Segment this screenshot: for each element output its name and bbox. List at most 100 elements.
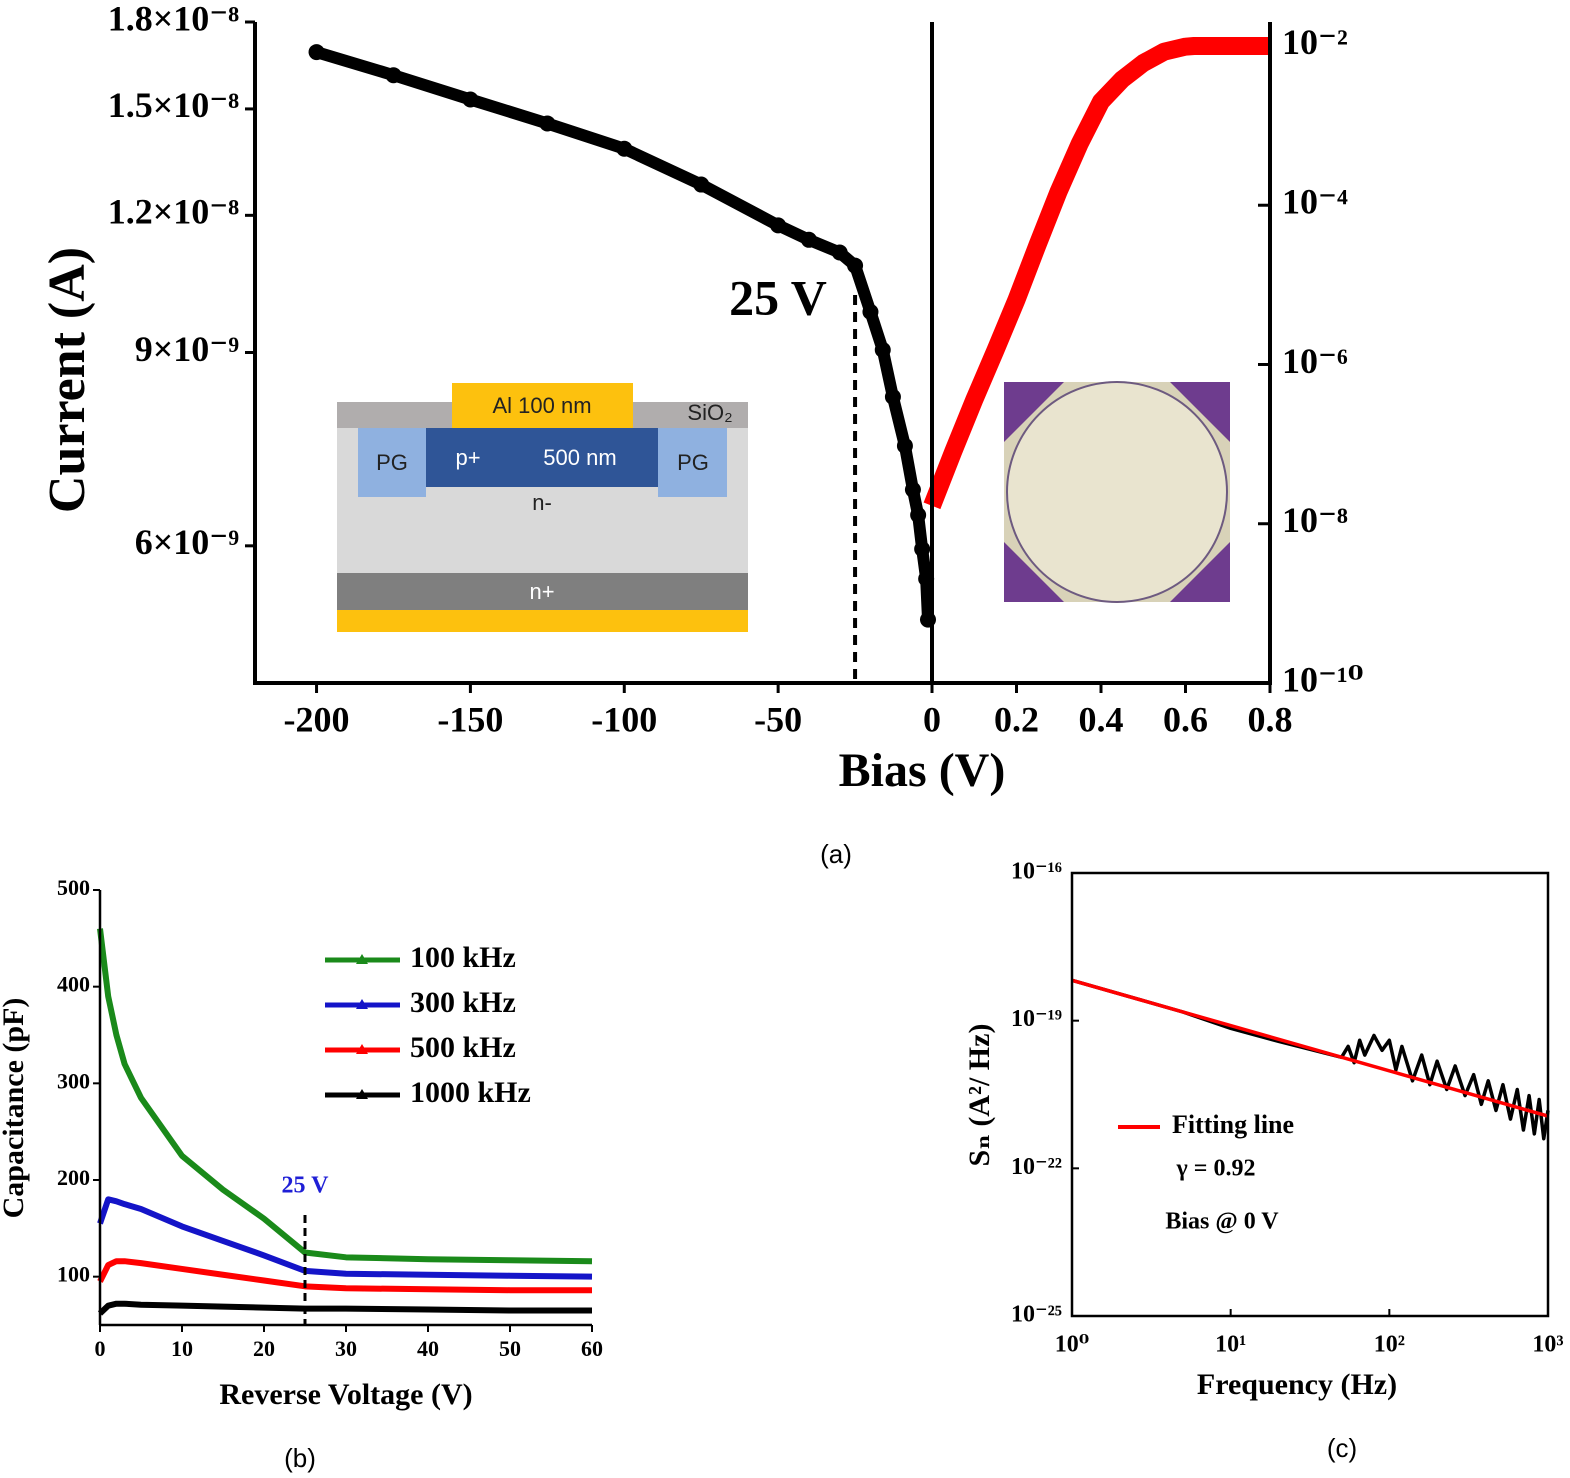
caption: (a) — [820, 839, 852, 869]
y-tick-label: 1.8×10⁻⁸ — [108, 0, 240, 38]
note: γ = 0.92 — [1176, 1156, 1256, 1182]
x-tick-label: 0 — [923, 699, 941, 739]
data-point — [308, 44, 325, 61]
die-corner — [1170, 542, 1230, 602]
y-axis-title: Sₙ (A²/ Hz) — [963, 1024, 996, 1167]
metal-label: Al 100 nm — [492, 393, 591, 418]
x-tick-label: -50 — [754, 699, 802, 739]
legend-marker — [356, 999, 368, 1009]
y-tick-label: 300 — [57, 1068, 90, 1093]
note: Bias @ 0 V — [1165, 1209, 1279, 1235]
plot-frame — [1070, 871, 1550, 1318]
y-tick-label: 500 — [57, 875, 90, 900]
y-tick-label: 9×10⁻⁹ — [135, 329, 240, 369]
x-tick-label: 0.8 — [1248, 699, 1293, 739]
legend-label: Fitting line — [1172, 1110, 1294, 1139]
legend-label: 100 kHz — [410, 941, 516, 974]
x-axis-title: Bias (V) — [839, 744, 1006, 797]
data-point — [693, 176, 710, 193]
data-line — [97, 928, 593, 1265]
metal-layer — [452, 383, 633, 428]
y-tick-label: 10⁻¹⁶ — [1011, 859, 1062, 885]
legend-label: 300 kHz — [410, 986, 516, 1019]
x-tick-label: 10⁰ — [1055, 1332, 1090, 1358]
legend-marker — [356, 954, 368, 964]
x-tick-label: 20 — [253, 1336, 275, 1361]
y-axis-title: Current (A) — [39, 247, 96, 513]
data-point — [910, 507, 927, 524]
annotation: 25 V — [729, 269, 827, 325]
data-point — [800, 231, 817, 248]
x-tick-label: 0.6 — [1163, 699, 1208, 739]
x-tick-label: 10² — [1374, 1332, 1405, 1358]
depth-label: 500 nm — [543, 445, 616, 470]
y-tick-label: 100 — [57, 1262, 90, 1287]
caption: (b) — [284, 1443, 316, 1473]
x-tick-label: 60 — [581, 1336, 603, 1361]
legend-label: 1000 kHz — [410, 1076, 531, 1109]
x-tick-label: 10 — [171, 1336, 193, 1361]
data-line — [97, 1196, 593, 1280]
diode-area — [1006, 381, 1228, 603]
data-point — [462, 91, 479, 108]
data-line — [97, 1300, 592, 1316]
y-tick-label: 10⁻⁶ — [1282, 341, 1348, 381]
y-tick-label: 400 — [57, 972, 90, 997]
data-point — [896, 437, 913, 454]
y-tick-label: 10⁻²⁵ — [1011, 1302, 1062, 1328]
data-point — [770, 217, 787, 234]
x-tick-label: 0 — [95, 1336, 106, 1361]
data-line — [97, 1258, 592, 1294]
data-line — [923, 36, 1270, 510]
caption: (c) — [1327, 1433, 1357, 1463]
data-point — [904, 481, 921, 498]
bulk-label: n- — [532, 490, 552, 515]
die-corner — [1004, 542, 1064, 602]
x-tick-label: 10³ — [1532, 1332, 1563, 1358]
die-corner — [1170, 382, 1230, 442]
y-tick-label: 10⁻² — [1282, 22, 1348, 62]
annotation: 25 V — [282, 1173, 330, 1199]
data-point — [862, 303, 879, 320]
data-point — [385, 67, 402, 84]
implant-label: p+ — [455, 445, 480, 470]
x-axis-title: Reverse Voltage (V) — [219, 1378, 472, 1411]
x-tick-label: -200 — [284, 699, 350, 739]
data-point — [616, 140, 633, 157]
y-tick-label: 1.5×10⁻⁸ — [108, 85, 240, 125]
x-tick-label: 0.2 — [994, 699, 1039, 739]
x-tick-label: 50 — [499, 1336, 521, 1361]
data-point — [884, 388, 901, 405]
data-point — [539, 115, 556, 132]
x-tick-label: -150 — [437, 699, 503, 739]
data-point — [847, 257, 864, 274]
x-tick-label: -100 — [591, 699, 657, 739]
guard-ring — [658, 428, 727, 497]
photo-inset — [1004, 381, 1230, 603]
y-tick-label: 10⁻⁴ — [1282, 181, 1348, 221]
y-tick-label: 10⁻⁸ — [1282, 500, 1348, 540]
back-contact — [337, 610, 748, 632]
x-tick-label: 40 — [417, 1336, 439, 1361]
back-layer — [337, 573, 748, 610]
guard-label: PG — [376, 450, 408, 475]
data-point — [874, 341, 891, 358]
x-tick-label: 30 — [335, 1336, 357, 1361]
y-tick-label: 10⁻¹⁰ — [1282, 659, 1364, 699]
legend-label: 500 kHz — [410, 1031, 516, 1064]
y-axis-title: Capacitance (pF) — [0, 998, 30, 1219]
data-line — [1071, 978, 1550, 1141]
cross-section-inset: Al 100 nm SiO₂ PG PG p+ 500 nm n- n+ — [337, 383, 748, 632]
legend-marker — [356, 1089, 368, 1099]
x-tick-label: 0.4 — [1079, 699, 1124, 739]
y-tick-label: 10⁻²² — [1011, 1154, 1062, 1180]
x-axis-title: Frequency (Hz) — [1197, 1368, 1397, 1401]
y-tick-label: 10⁻¹⁹ — [1011, 1006, 1062, 1032]
legend-marker — [356, 1044, 368, 1054]
guard-ring — [358, 428, 426, 497]
y-tick-label: 1.2×10⁻⁸ — [108, 192, 240, 232]
guard-label: PG — [677, 450, 709, 475]
y-tick-label: 6×10⁻⁹ — [135, 522, 240, 562]
